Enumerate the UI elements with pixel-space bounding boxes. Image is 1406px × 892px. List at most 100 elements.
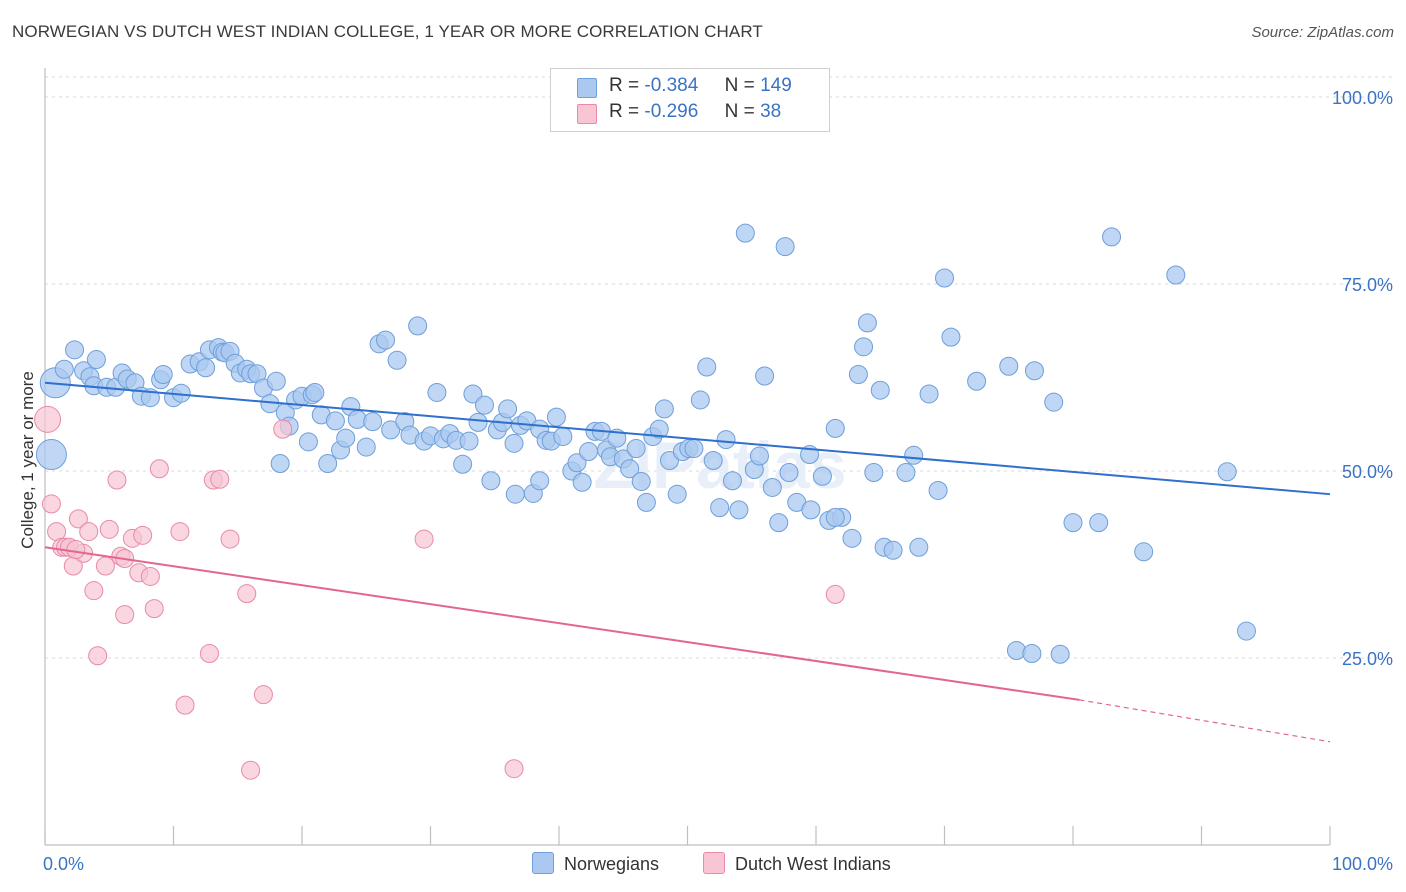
data-point-norwegians xyxy=(697,357,717,377)
data-point-norwegians xyxy=(928,480,948,500)
data-point-dutch-west-indians xyxy=(241,760,261,780)
data-point-norwegians xyxy=(325,411,345,431)
data-point-norwegians xyxy=(716,430,736,450)
data-point-dutch-west-indians xyxy=(140,566,160,586)
data-point-norwegians xyxy=(453,454,473,474)
data-point-dutch-west-indians xyxy=(133,525,153,545)
y-axis-label: College, 1 year or more xyxy=(18,371,37,549)
data-point-norwegians xyxy=(572,472,592,492)
data-point-norwegians xyxy=(376,330,396,350)
legend-swatch-pink xyxy=(577,104,597,124)
data-point-norwegians xyxy=(381,420,401,440)
data-point-norwegians xyxy=(941,327,961,347)
data-point-norwegians xyxy=(567,453,587,473)
correlation-legend: R = -0.384 N = 149 R = -0.296 N = 38 xyxy=(550,68,830,132)
legend-label: Dutch West Indians xyxy=(735,854,891,874)
legend-n-value: 38 xyxy=(760,101,782,122)
trendline-norwegians xyxy=(44,381,1331,496)
legend-n-value: 149 xyxy=(760,75,792,96)
data-point-dutch-west-indians xyxy=(79,522,99,542)
data-point-norwegians xyxy=(546,407,566,427)
data-point-norwegians xyxy=(474,395,494,415)
legend-n-label: N = xyxy=(724,75,755,96)
data-point-norwegians xyxy=(735,223,755,243)
data-point-norwegians xyxy=(710,498,730,518)
data-point-dutch-west-indians xyxy=(199,644,219,664)
data-point-norwegians xyxy=(812,466,832,486)
data-point-dutch-west-indians xyxy=(253,685,273,705)
data-point-norwegians xyxy=(769,513,789,533)
trendline-dutch-west-indians-extension xyxy=(1079,699,1331,743)
legend-r-value: -0.384 xyxy=(644,75,699,96)
legend-swatch-blue xyxy=(577,78,597,98)
data-point-dutch-west-indians xyxy=(273,419,293,439)
data-point-norwegians xyxy=(896,462,916,482)
legend-n-label: N = xyxy=(724,101,755,122)
data-point-norwegians xyxy=(65,340,85,360)
data-point-norwegians xyxy=(999,356,1019,376)
data-point-norwegians xyxy=(153,365,173,385)
data-point-norwegians xyxy=(801,500,821,520)
data-point-dutch-west-indians xyxy=(68,509,88,529)
data-point-norwegians xyxy=(967,371,987,391)
data-point-norwegians xyxy=(631,471,651,491)
data-point-norwegians xyxy=(854,337,874,357)
data-point-norwegians xyxy=(729,500,749,520)
data-point-dutch-west-indians xyxy=(175,695,195,715)
data-point-dutch-west-indians xyxy=(220,529,240,549)
legend-r-label: R = xyxy=(609,75,640,96)
data-point-norwegians xyxy=(1102,227,1122,247)
legend-swatch-pink xyxy=(703,852,725,874)
data-point-norwegians xyxy=(904,445,924,465)
data-point-dutch-west-indians xyxy=(66,540,86,560)
data-point-norwegians xyxy=(762,477,782,497)
data-point-norwegians xyxy=(749,446,769,466)
x-tick-label: 0.0% xyxy=(43,854,84,874)
data-point-norwegians xyxy=(775,237,795,257)
data-point-norwegians xyxy=(649,419,669,439)
legend-label: Norwegians xyxy=(564,854,660,874)
data-point-norwegians xyxy=(481,471,501,491)
source-label: Source: ZipAtlas.com xyxy=(1251,24,1394,41)
data-point-norwegians xyxy=(408,316,428,336)
data-point-norwegians xyxy=(427,382,447,402)
data-point-norwegians xyxy=(196,358,216,378)
data-point-norwegians xyxy=(468,412,488,432)
data-point-norwegians xyxy=(553,427,573,447)
data-point-norwegians xyxy=(636,492,656,512)
data-point-norwegians xyxy=(935,268,954,288)
data-point-dutch-west-indians xyxy=(88,646,108,666)
data-point-dutch-west-indians xyxy=(170,522,190,542)
data-point-dutch-west-indians xyxy=(210,469,230,489)
data-point-norwegians xyxy=(654,399,674,419)
legend-r-value: -0.296 xyxy=(644,101,699,122)
legend-r-label: R = xyxy=(609,101,640,122)
data-point-norwegians xyxy=(1166,265,1186,285)
data-point-norwegians xyxy=(1050,644,1070,664)
data-point-norwegians xyxy=(356,437,376,457)
data-point-norwegians xyxy=(1236,621,1256,641)
y-tick-label: 75.0% xyxy=(1342,275,1393,295)
data-point-dutch-west-indians xyxy=(99,519,119,539)
data-point-norwegians xyxy=(505,484,525,504)
trendline-dutch-west-indians xyxy=(44,546,1080,701)
data-point-norwegians xyxy=(1044,392,1064,412)
data-point-norwegians xyxy=(755,366,775,386)
data-point-norwegians xyxy=(305,382,325,402)
data-point-norwegians xyxy=(530,471,550,491)
data-point-norwegians xyxy=(1134,542,1154,562)
data-point-norwegians xyxy=(35,439,67,471)
data-point-norwegians xyxy=(387,350,407,370)
data-point-norwegians xyxy=(779,462,799,482)
data-point-norwegians xyxy=(266,371,286,391)
data-point-norwegians xyxy=(1063,513,1083,533)
data-point-norwegians xyxy=(825,507,845,527)
data-point-norwegians xyxy=(909,537,929,557)
data-point-norwegians xyxy=(463,384,483,404)
data-point-norwegians xyxy=(690,390,710,410)
data-point-dutch-west-indians xyxy=(237,584,257,604)
data-point-norwegians xyxy=(684,439,704,459)
data-point-norwegians xyxy=(336,428,356,448)
data-point-norwegians xyxy=(919,384,939,404)
